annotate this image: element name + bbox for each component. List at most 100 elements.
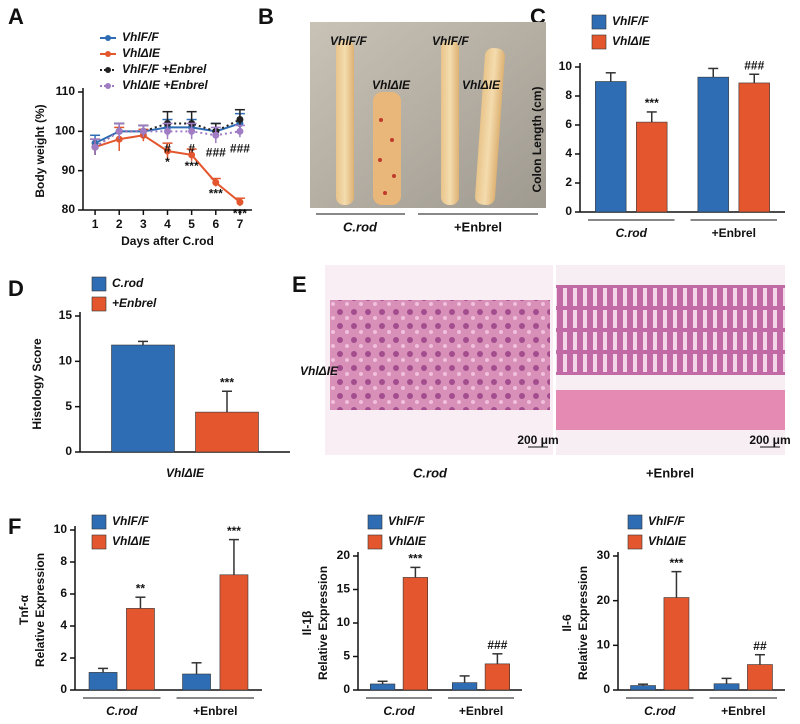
legend-label: VhlF/F +Enbrel <box>122 62 207 76</box>
bar <box>111 344 175 453</box>
significance: *** <box>669 556 683 570</box>
photo-label: VhlF/F <box>432 34 469 48</box>
y-axis-label: Colon Length (cm) <box>530 87 544 193</box>
y-tick-label: 90 <box>62 163 76 177</box>
x-tick-label: 5 <box>188 217 195 231</box>
legend-swatch <box>91 276 107 292</box>
x-tick-label: +Enbrel <box>712 226 756 240</box>
point <box>139 127 147 135</box>
y-tick-label: 6 <box>565 117 572 131</box>
group-label: C.rod <box>343 219 378 234</box>
y-tick-label: 0 <box>565 204 572 218</box>
y-tick-label: 0 <box>60 682 67 696</box>
y-tick-label: 20 <box>337 548 351 562</box>
colon-tissue <box>373 92 401 205</box>
y-axis-label: Il-1β <box>300 611 314 636</box>
panel-letter: E <box>292 272 307 297</box>
bar <box>663 597 690 691</box>
point <box>91 143 99 151</box>
bar <box>195 411 259 453</box>
tissue <box>556 285 785 375</box>
significance: *** <box>220 375 234 389</box>
legend-swatch <box>367 514 383 530</box>
y-tick-label: 110 <box>56 84 76 98</box>
colon-photo: VhlF/F VhlΔIE VhlF/F VhlΔIE C.rod +Enbre… <box>310 22 546 234</box>
x-tick-label: +Enbrel <box>721 704 765 718</box>
y-axis-label: Tnf-α <box>17 594 31 625</box>
panel-letter: F <box>8 514 21 539</box>
bar <box>713 683 740 691</box>
significance: # <box>164 142 171 156</box>
point <box>236 116 244 124</box>
colon-tissue <box>441 40 459 205</box>
y-tick-label: 30 <box>597 548 611 562</box>
legend-label: VhlΔIE <box>388 534 427 548</box>
bar <box>219 574 249 691</box>
point <box>164 147 171 155</box>
bar <box>630 685 656 691</box>
y-tick-label: 10 <box>337 615 351 629</box>
colon-tissue <box>336 40 354 205</box>
significance: *** <box>645 96 659 110</box>
x-tick-label: 3 <box>140 217 147 231</box>
legend-label: VhlF/F <box>648 514 685 528</box>
legend-marker <box>105 35 111 41</box>
significance: *** <box>227 524 241 538</box>
legend-swatch <box>91 534 107 550</box>
scale-label: 200 μm <box>749 433 790 447</box>
bar <box>738 82 770 213</box>
photo-label: VhlΔIE <box>372 78 411 92</box>
bar <box>595 81 627 213</box>
y-tick-label: 2 <box>565 175 572 189</box>
legend-label: VhlF/F <box>612 14 649 28</box>
y-tick-label: 5 <box>343 649 350 663</box>
y-axis-label: Histology Score <box>30 338 44 430</box>
legend-label: VhlF/F <box>388 514 425 528</box>
legend-label: VhlΔIE +Enbrel <box>122 78 208 92</box>
legend-swatch <box>627 534 643 550</box>
point <box>236 127 244 135</box>
point <box>212 131 220 139</box>
panel-letter: D <box>8 276 24 301</box>
y-tick-label: 4 <box>60 618 67 632</box>
group-label: +Enbrel <box>454 219 502 234</box>
bar <box>88 672 118 691</box>
x-tick-label: C.rod <box>383 704 415 718</box>
panel-letter: A <box>8 4 24 29</box>
significance: ### <box>487 638 507 652</box>
significance: *** <box>233 206 247 220</box>
legend-swatch <box>367 534 383 550</box>
y-tick-label: 20 <box>597 593 611 607</box>
x-tick-label: C.rod <box>644 704 676 718</box>
legend-label: VhlF/F <box>112 514 149 528</box>
x-tick-label: C.rod <box>616 226 648 240</box>
y-tick-label: 10 <box>597 638 611 652</box>
legend-marker <box>105 67 111 73</box>
legend-marker <box>105 83 111 89</box>
histology: 200 μm 200 μm VhlΔIE C.rod +Enbrel <box>300 265 791 480</box>
bar <box>747 664 773 691</box>
y-tick-label: 0 <box>603 682 610 696</box>
y-tick-label: 0 <box>65 444 72 458</box>
x-tick-label: 4 <box>164 217 171 231</box>
y-tick-label: 0 <box>343 682 350 696</box>
caption: C.rod <box>413 465 448 480</box>
bar <box>402 577 429 691</box>
significance: ### <box>206 145 226 159</box>
legend-label: C.rod <box>112 276 144 290</box>
bar <box>182 673 211 691</box>
caption: +Enbrel <box>646 465 694 480</box>
legend-label: VhlΔIE <box>648 534 687 548</box>
point <box>236 198 244 206</box>
bar <box>636 121 668 213</box>
y-tick-label: 15 <box>337 582 351 596</box>
point <box>212 178 220 186</box>
y-tick-label: 2 <box>60 650 67 664</box>
significance: ### <box>744 58 764 72</box>
significance: *** <box>408 552 422 566</box>
point <box>164 127 171 135</box>
x-tick-label: +Enbrel <box>459 704 503 718</box>
significance: *** <box>209 187 223 201</box>
legend-swatch <box>91 514 107 530</box>
